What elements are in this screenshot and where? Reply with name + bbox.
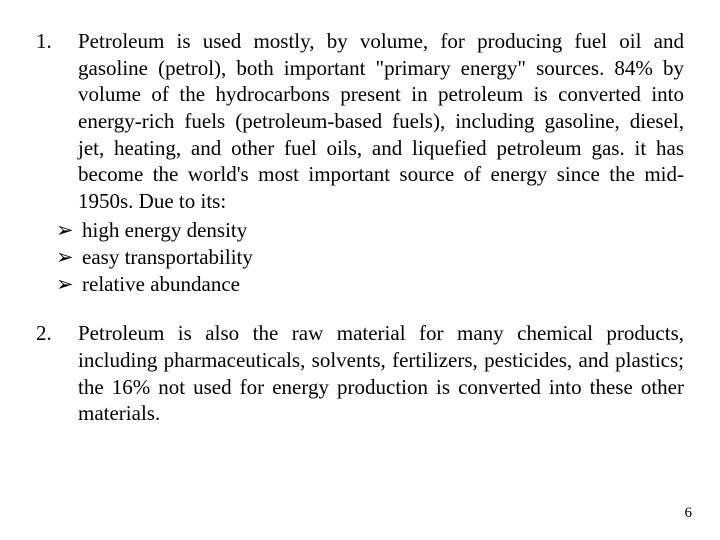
item-number: 2. <box>36 320 60 427</box>
numbered-paragraph: 2. Petroleum is also the raw material fo… <box>36 320 684 427</box>
item-text: Petroleum is also the raw material for m… <box>60 320 684 427</box>
arrow-icon: ➢ <box>56 271 74 298</box>
bullet-text: relative abundance <box>82 272 240 296</box>
arrow-icon: ➢ <box>56 217 74 244</box>
item-number: 1. <box>36 28 60 215</box>
bullet-item: ➢ easy transportability <box>56 244 684 271</box>
item-text: Petroleum is used mostly, by volume, for… <box>60 28 684 215</box>
page-number: 6 <box>685 505 693 522</box>
list-item-2: 2. Petroleum is also the raw material fo… <box>36 320 684 427</box>
bullet-text: easy transportability <box>82 245 253 269</box>
bullet-text: high energy density <box>82 218 247 242</box>
bullet-item: ➢ high energy density <box>56 217 684 244</box>
bullet-list: ➢ high energy density ➢ easy transportab… <box>36 217 684 299</box>
numbered-paragraph: 1. Petroleum is used mostly, by volume, … <box>36 28 684 215</box>
list-item-1: 1. Petroleum is used mostly, by volume, … <box>36 28 684 298</box>
arrow-icon: ➢ <box>56 244 74 271</box>
bullet-item: ➢ relative abundance <box>56 271 684 298</box>
